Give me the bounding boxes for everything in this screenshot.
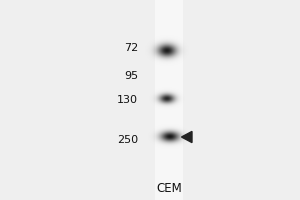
Text: 250: 250 — [117, 135, 138, 145]
Text: 130: 130 — [117, 95, 138, 105]
Text: 95: 95 — [124, 71, 138, 81]
Polygon shape — [182, 131, 192, 143]
Text: 72: 72 — [124, 43, 138, 53]
Text: CEM: CEM — [157, 182, 182, 194]
